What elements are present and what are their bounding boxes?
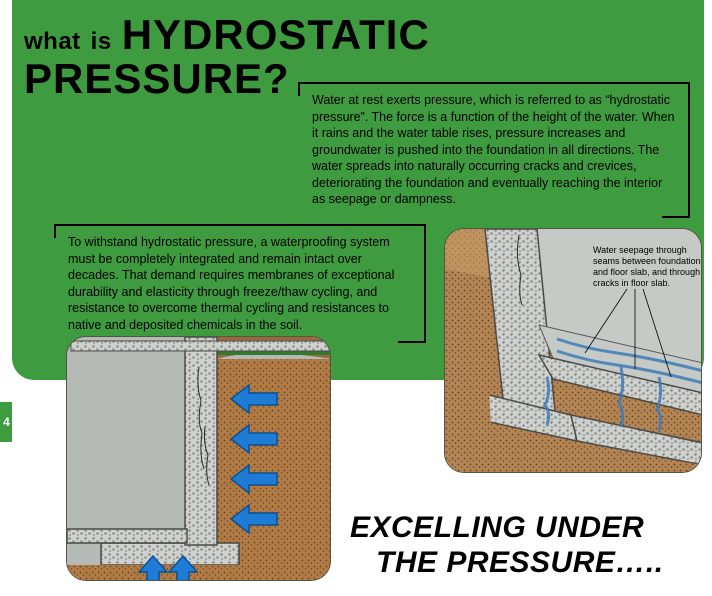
callout-definition: Water at rest exerts pressure, which is … [300,82,690,216]
title-big-1: HYDROSTATIC [122,14,430,56]
footer-line-1: EXCELLING UNDER [350,510,702,545]
title-small-1: what [24,30,81,54]
callout-requirements: To withstand hydrostatic pressure, a wat… [56,224,426,341]
diagram-seepage-detail: Water seepage through seams between foun… [444,228,702,473]
page-number: 4 [3,415,10,429]
diagram-hydrostatic-arrows [66,336,331,581]
diagram-right-label-l1: Water seepage through [593,245,687,255]
footer-line-2: THE PRESSURE….. [350,545,702,580]
page-number-tab: 4 [0,402,12,442]
title-big-2: PRESSURE? [24,55,290,102]
diagram-right-label-l4: cracks in floor slab. [593,278,670,288]
title-small-2: is [91,30,112,54]
diagram-right-label-l3: and floor slab, and through [593,267,700,277]
diagram-right-label-l2: seams between foundation [593,256,701,266]
footer-headline: EXCELLING UNDER THE PRESSURE….. [350,510,702,581]
